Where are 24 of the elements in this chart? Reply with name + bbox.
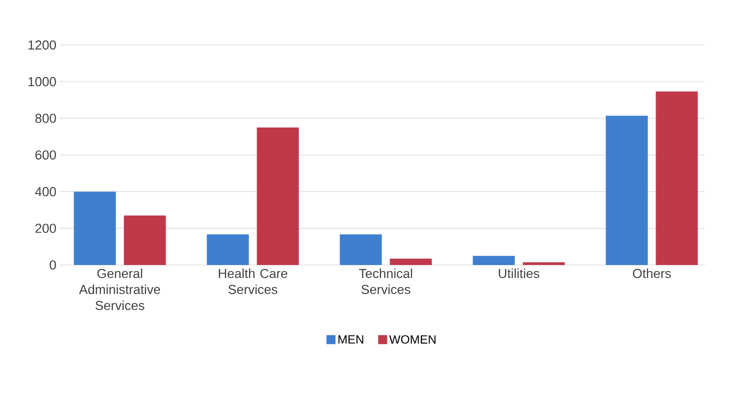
- bar: [606, 116, 648, 265]
- bar: [74, 192, 116, 265]
- bar: [656, 92, 698, 265]
- bar: [256, 127, 299, 265]
- bar: [124, 215, 166, 265]
- legend-label: WOMEN: [389, 335, 436, 344]
- y-tick-label: 1200: [28, 40, 56, 50]
- y-tick-label: 600: [35, 150, 56, 160]
- y-tick-label: 1000: [28, 77, 56, 86]
- bar: [522, 262, 565, 265]
- bar: [472, 256, 515, 265]
- y-tick-label: 800: [35, 114, 56, 123]
- x-tick-label: Utilities: [498, 268, 540, 278]
- y-tick-label: 0: [50, 260, 56, 270]
- x-tick-label: Technical Services: [359, 268, 412, 294]
- x-tick-label: General Administrative Services: [79, 268, 160, 310]
- bar: [206, 234, 249, 265]
- legend-label: MEN: [338, 335, 364, 344]
- x-tick-label: Health Care Services: [218, 268, 288, 294]
- bar: [390, 258, 432, 265]
- y-tick-label: 200: [35, 224, 56, 233]
- x-tick-label: Others: [632, 268, 671, 278]
- bar: [340, 234, 382, 265]
- y-tick-label: 400: [35, 187, 56, 196]
